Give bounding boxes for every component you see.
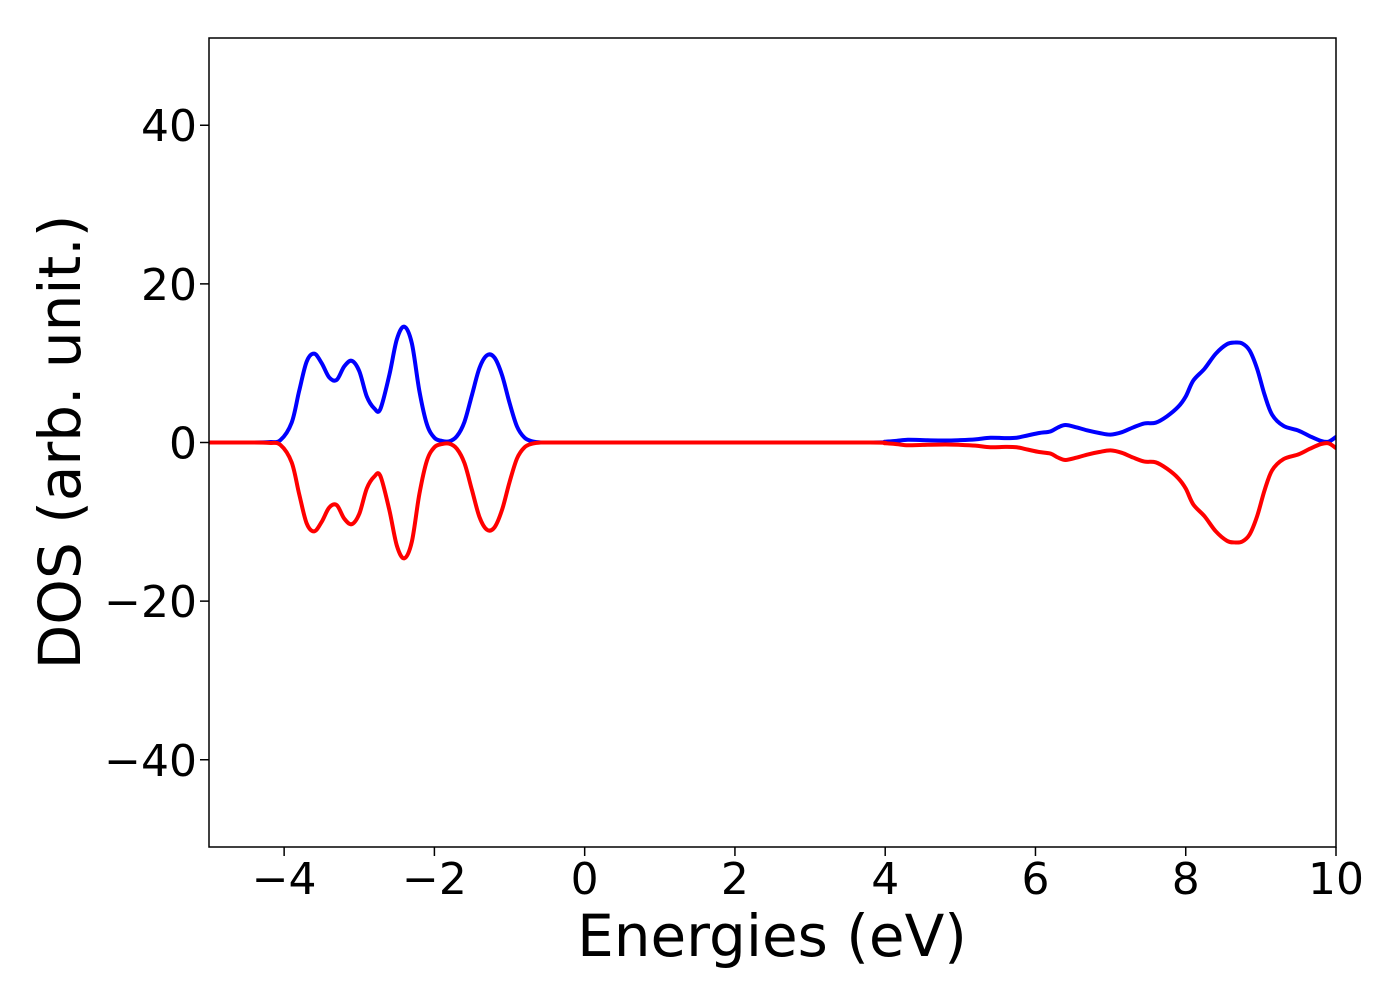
x-tick-label: 10 xyxy=(1308,854,1364,905)
y-tick-label: 0 xyxy=(169,419,197,470)
x-tick-label: 4 xyxy=(871,854,899,905)
x-tick-label: −2 xyxy=(402,854,467,905)
y-tick-label: −20 xyxy=(104,577,197,628)
x-tick-label: 2 xyxy=(721,854,749,905)
y-axis: 40 20 0 −20 −40 xyxy=(104,101,209,787)
series-line-2 xyxy=(209,440,1336,561)
y-tick-label: −40 xyxy=(104,736,197,787)
y-tick-label: 20 xyxy=(141,260,197,311)
y-axis-label: DOS (arb. unit.) xyxy=(26,215,94,670)
x-axis-label: Energies (eV) xyxy=(577,902,967,970)
x-tick-label: −4 xyxy=(252,854,317,905)
x-tick-label: 0 xyxy=(571,854,599,905)
y-tick-label: 40 xyxy=(141,101,197,152)
series-layer xyxy=(209,324,1336,561)
x-tick-label: 8 xyxy=(1172,854,1200,905)
x-axis: −4 −2 0 2 4 6 8 10 xyxy=(252,847,1364,905)
x-tick-label: 6 xyxy=(1021,854,1049,905)
